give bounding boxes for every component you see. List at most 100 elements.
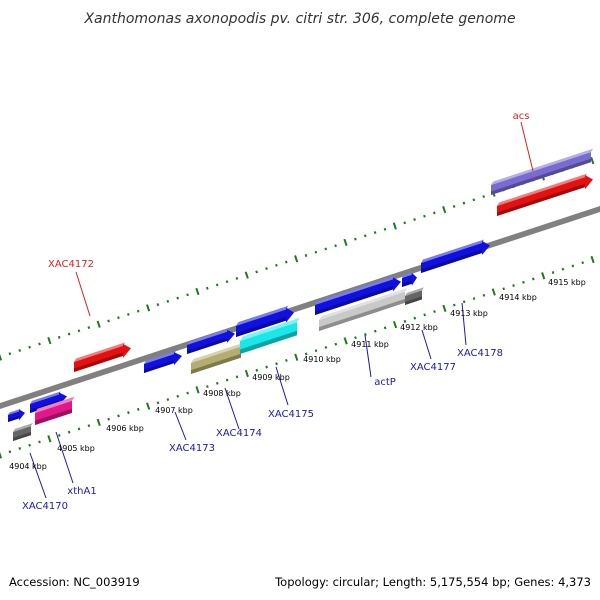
- gene-feature: [8, 408, 25, 422]
- tick-mark: [334, 244, 337, 248]
- scale-label: 4912 kbp: [400, 323, 438, 332]
- tick-mark: [176, 394, 180, 398]
- tick-mark: [354, 336, 357, 340]
- tick-mark: [413, 218, 416, 221]
- scale-label: 4905 kbp: [57, 444, 95, 453]
- tick-mark: [522, 280, 525, 284]
- tick-mark: [0, 451, 3, 459]
- gene-feature: [315, 275, 401, 315]
- tick-mark: [136, 407, 140, 411]
- label-connector: [520, 121, 534, 172]
- label-connector: [224, 387, 240, 430]
- tick-mark: [255, 270, 258, 274]
- tick-mark: [413, 316, 417, 320]
- tick-mark: [67, 332, 71, 336]
- tick-mark: [107, 417, 110, 421]
- gene-feature: [74, 342, 131, 372]
- gene-feature: [236, 305, 294, 337]
- tick-mark: [146, 402, 151, 410]
- gene-feature: [421, 239, 490, 273]
- gene-feature: [191, 342, 244, 374]
- tick-mark: [8, 450, 12, 454]
- genome-backbone: [0, 206, 600, 409]
- label-connector: [29, 452, 47, 499]
- tick-mark: [590, 255, 595, 264]
- tick-mark: [166, 299, 170, 303]
- accession-text: Accession: NC_003919: [9, 575, 140, 589]
- gene-feature: [497, 173, 593, 216]
- tick-mark: [195, 287, 200, 296]
- gene-label: XAC4170: [22, 501, 68, 512]
- tick-mark: [186, 391, 189, 395]
- scale-label: 4914 kbp: [499, 293, 537, 302]
- scale-label: 4909 kbp: [252, 373, 290, 382]
- tick-mark: [512, 284, 515, 287]
- gene-feature: [402, 271, 417, 287]
- tick-mark: [491, 288, 496, 296]
- gene-label: XAC4175: [268, 409, 314, 420]
- gene-label: XAC4174: [216, 428, 262, 439]
- tick-mark: [156, 401, 160, 405]
- tick-mark: [324, 247, 328, 251]
- tick-mark: [18, 447, 22, 450]
- tick-mark: [343, 337, 348, 345]
- scale-labels: 4904 kbp 4905 kbp 4906 kbp 4907 kbp 4908 kbp…: [9, 278, 586, 471]
- scale-label: 4904 kbp: [9, 462, 47, 471]
- map-title: Xanthomonas axonopodis pv. citri str. 30…: [83, 11, 515, 27]
- tick-mark: [265, 267, 268, 271]
- scale-label: 4908 kbp: [203, 389, 241, 398]
- gene-feature: [187, 328, 235, 354]
- tick-mark: [136, 309, 140, 313]
- tick-mark: [581, 261, 585, 265]
- tick-mark: [225, 280, 229, 284]
- tick-mark: [77, 427, 81, 431]
- tick-mark: [47, 336, 52, 345]
- scale-label: 4910 kbp: [303, 355, 341, 364]
- tick-mark: [235, 276, 239, 280]
- tick-mark: [215, 283, 219, 287]
- scale-label: 4906 kbp: [106, 424, 144, 433]
- tick-mark: [67, 430, 71, 434]
- tick-mark: [284, 260, 288, 264]
- tick-mark: [423, 313, 426, 317]
- tick-mark: [442, 206, 447, 214]
- gene-label: acs: [513, 111, 530, 122]
- tick-mark: [96, 418, 101, 427]
- tick-mark: [87, 326, 91, 329]
- label-connector: [55, 431, 74, 484]
- gene-label: XAC4177: [410, 362, 456, 373]
- tick-mark: [433, 211, 436, 215]
- tick-mark: [195, 386, 200, 394]
- tick-mark: [117, 414, 120, 418]
- tick-mark: [354, 237, 357, 241]
- tick-mark: [364, 332, 367, 336]
- tick-mark: [373, 231, 377, 235]
- tick-mark: [255, 368, 259, 372]
- tick-mark: [403, 319, 407, 323]
- tick-mark: [38, 342, 41, 346]
- tick-mark: [176, 296, 180, 300]
- gene-feature: [144, 351, 182, 373]
- tick-mark: [57, 335, 61, 339]
- gene-feature: [13, 422, 33, 441]
- label-connectors: [29, 121, 534, 499]
- tick-mark: [186, 293, 189, 297]
- tick-mark: [502, 287, 506, 291]
- tick-mark: [87, 424, 91, 428]
- upper-tick-ruler: [0, 156, 595, 361]
- tick-mark: [206, 385, 209, 389]
- tick-mark: [166, 398, 170, 402]
- tick-mark: [235, 375, 239, 379]
- tick-mark: [561, 267, 565, 271]
- tick-mark: [96, 320, 101, 328]
- tick-mark: [551, 271, 555, 274]
- tick-mark: [127, 411, 130, 415]
- tick-mark: [393, 320, 398, 329]
- tick-mark: [423, 214, 426, 218]
- tick-mark: [482, 195, 486, 199]
- tick-mark: [314, 349, 318, 353]
- tick-mark: [383, 227, 387, 231]
- tick-mark: [275, 362, 278, 366]
- gene-feature: [35, 396, 75, 425]
- tick-mark: [18, 348, 22, 352]
